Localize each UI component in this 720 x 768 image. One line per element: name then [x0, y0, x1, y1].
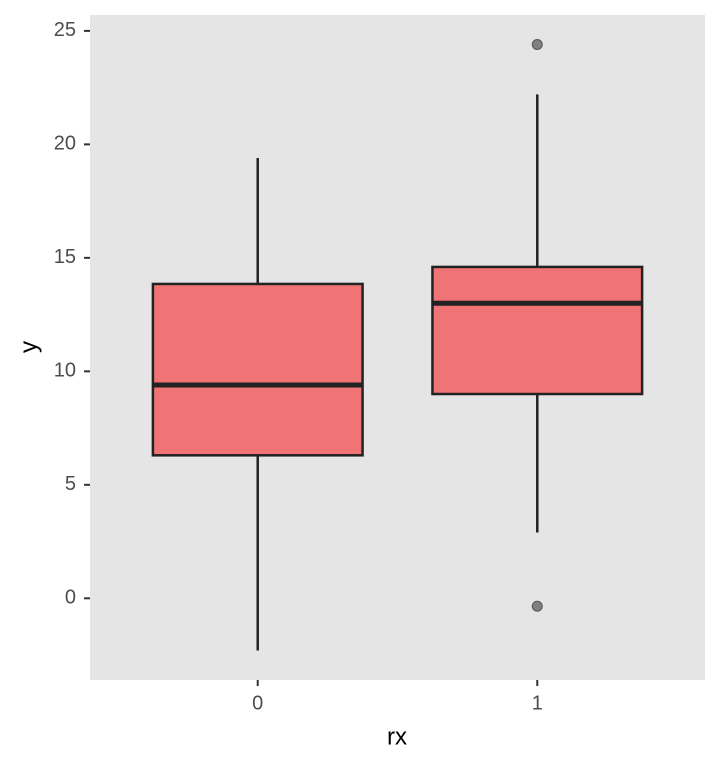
x-tick-label: 0 [252, 692, 263, 714]
y-tick-label: 10 [54, 360, 76, 382]
y-tick-label: 15 [54, 246, 76, 268]
x-axis-title: rx [387, 723, 407, 750]
box [151, 282, 364, 457]
y-tick-label: 20 [54, 133, 76, 155]
y-axis-title: y [15, 341, 42, 353]
y-tick-label: 5 [65, 473, 76, 495]
outlier [531, 39, 543, 51]
x-tick-label: 1 [532, 692, 543, 714]
y-tick-label: 25 [54, 19, 76, 41]
box [431, 265, 644, 396]
outlier [531, 600, 543, 612]
y-tick-label: 0 [65, 587, 76, 609]
